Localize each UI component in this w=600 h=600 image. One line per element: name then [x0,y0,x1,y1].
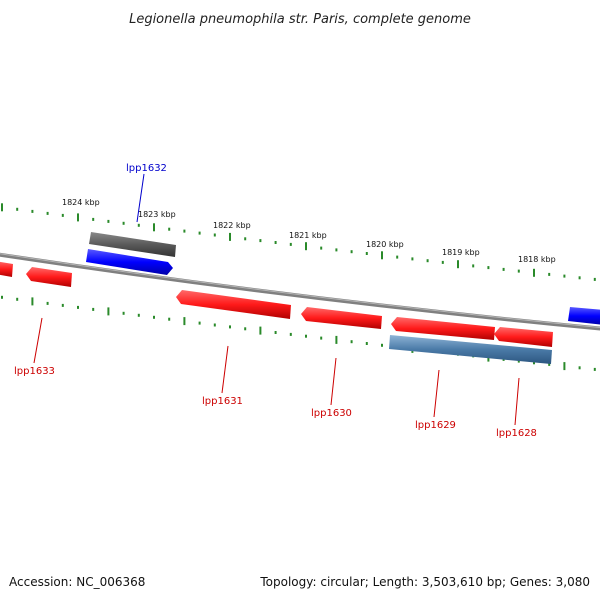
gene-feature-lpp1629[interactable] [391,317,495,340]
gene-label-lpp1633[interactable]: lpp1633 [14,366,55,377]
scale-label-1819: 1819 kbp [442,248,480,257]
accession-text: Accession: NC_006368 [9,575,145,589]
gene-label-lpp1631[interactable]: lpp1631 [202,396,243,407]
leader-line-lpp1633 [33,317,43,364]
gene-leader-lines [33,173,520,426]
leader-line-lpp1630 [330,357,337,406]
gene-feature-steel[interactable] [389,335,552,364]
leader-line-lpp1631 [221,345,229,394]
gene-label-lpp1628[interactable]: lpp1628 [496,428,537,439]
gene-feature-gray[interactable] [89,232,176,257]
gene-label-lpp1629[interactable]: lpp1629 [415,420,456,431]
outer-scale-ticks [1,203,596,281]
genome-backbone-highlight [0,253,600,329]
scale-labels: 1824 kbp 1823 kbp 1822 kbp 1821 kbp 1820… [62,198,556,264]
topology-text: Topology: circular; Length: 3,503,610 bp… [259,575,590,589]
gene-feature-lpp1630[interactable] [301,307,382,329]
gene-label-lpp1632[interactable]: lpp1632 [126,163,167,174]
gene-label-lpp1630[interactable]: lpp1630 [311,408,352,419]
leader-line-lpp1632 [136,173,145,223]
leader-line-lpp1628 [514,377,520,426]
gene-feature-left-edge[interactable] [0,261,13,277]
genome-backbone [0,252,600,331]
scale-label-1824: 1824 kbp [62,198,100,207]
gene-feature-lpp1632[interactable] [86,249,173,275]
scale-label-1820: 1820 kbp [366,240,404,249]
gene-feature-lpp1631[interactable] [176,290,291,319]
gene-feature-lpp1633[interactable] [26,267,72,287]
scale-label-1818: 1818 kbp [518,255,556,264]
map-title: Legionella pneumophila str. Paris, compl… [129,12,471,27]
scale-label-1822: 1822 kbp [213,221,251,230]
scale-label-1823: 1823 kbp [138,210,176,219]
scale-label-1821: 1821 kbp [289,231,327,240]
gene-feature-right-blue[interactable] [568,307,600,325]
gene-labels: lpp1632 lpp1633 lpp1631 lpp1630 lpp1629 … [14,163,537,439]
leader-line-lpp1629 [433,369,440,418]
gene-feature-lpp1628[interactable] [494,327,553,347]
